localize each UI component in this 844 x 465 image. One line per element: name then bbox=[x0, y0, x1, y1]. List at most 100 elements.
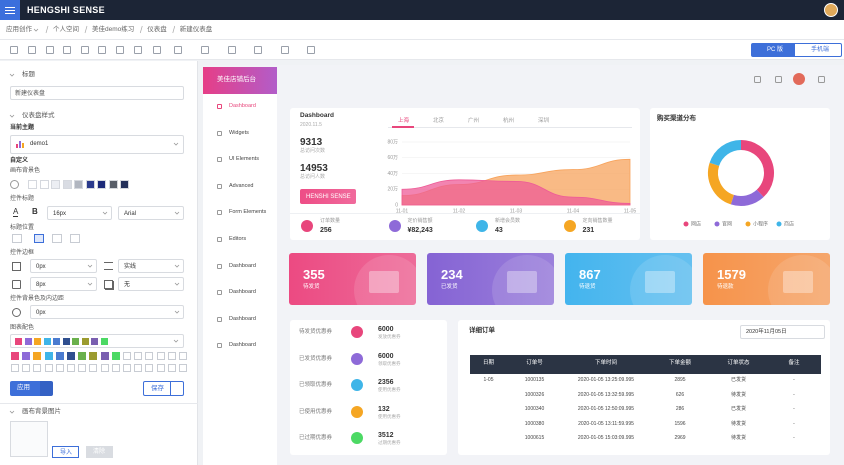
palette-slot[interactable] bbox=[179, 364, 187, 372]
palette-slot[interactable] bbox=[167, 352, 176, 360]
toolbar-icon[interactable] bbox=[28, 46, 36, 54]
align-icon[interactable] bbox=[12, 234, 22, 243]
pc-button[interactable]: PC 版 bbox=[751, 43, 794, 57]
tab[interactable]: 广州 bbox=[468, 118, 480, 124]
palette-select[interactable] bbox=[10, 334, 184, 348]
toolbar-icon[interactable] bbox=[174, 46, 182, 54]
color-swatch[interactable] bbox=[51, 180, 60, 189]
palette-slot[interactable] bbox=[55, 364, 64, 372]
save-button[interactable]: 保存 bbox=[143, 381, 171, 396]
color-swatch[interactable] bbox=[74, 180, 83, 189]
clear-button[interactable]: 清除 bbox=[86, 446, 113, 458]
color-swatch[interactable] bbox=[85, 180, 95, 189]
color-swatch[interactable] bbox=[108, 180, 118, 189]
color-swatch[interactable] bbox=[97, 180, 106, 189]
tab[interactable]: 杭州 bbox=[503, 118, 515, 124]
palette-slot[interactable] bbox=[111, 364, 120, 372]
mobile-button[interactable]: 手机端 bbox=[794, 43, 842, 57]
import-button[interactable]: 导入 bbox=[52, 446, 79, 458]
menu-item[interactable]: Editors bbox=[229, 236, 247, 242]
menu-item[interactable]: Dashboard bbox=[229, 103, 256, 109]
header-icon[interactable] bbox=[754, 76, 761, 83]
breadcrumb-item[interactable]: 仪表盘 bbox=[147, 26, 167, 33]
palette-slot[interactable] bbox=[179, 352, 187, 360]
date-picker[interactable]: 2020年11月05日 bbox=[740, 325, 825, 339]
brand-button[interactable]: HENSHI SENSE bbox=[300, 189, 356, 204]
theme-select[interactable] bbox=[10, 135, 184, 154]
palette-slot[interactable] bbox=[89, 352, 98, 360]
palette-slot[interactable] bbox=[156, 352, 165, 360]
save-dropdown[interactable] bbox=[171, 381, 184, 396]
palette-slot[interactable] bbox=[134, 352, 143, 360]
border-style-select[interactable]: 实线 bbox=[118, 259, 184, 273]
toolbar-icon[interactable] bbox=[98, 46, 106, 54]
palette-slot[interactable] bbox=[67, 364, 75, 372]
shadow-width-select[interactable]: 8px bbox=[30, 277, 97, 291]
header-icon[interactable] bbox=[775, 76, 782, 83]
color-swatch[interactable] bbox=[120, 180, 129, 189]
toolbar-icon[interactable] bbox=[201, 46, 209, 54]
tab[interactable]: 深圳 bbox=[538, 118, 550, 124]
color-swatch[interactable] bbox=[62, 180, 72, 189]
toolbar-icon[interactable] bbox=[228, 46, 236, 54]
padding-select[interactable]: 0px bbox=[30, 305, 184, 319]
tab[interactable]: 北京 bbox=[433, 118, 445, 124]
header-avatar[interactable] bbox=[793, 73, 805, 85]
user-avatar[interactable] bbox=[824, 3, 838, 17]
toolbar-icon[interactable] bbox=[153, 46, 161, 54]
border-width-select[interactable]: 0px bbox=[30, 259, 97, 273]
palette-slot[interactable] bbox=[111, 352, 120, 360]
header-icon[interactable] bbox=[818, 76, 825, 83]
palette-slot[interactable] bbox=[167, 364, 176, 372]
align-icon[interactable] bbox=[52, 234, 62, 243]
toolbar-icon[interactable] bbox=[116, 46, 124, 54]
toolbar-icon[interactable] bbox=[254, 46, 262, 54]
palette-slot[interactable] bbox=[44, 352, 53, 360]
menu-item[interactable]: Dashboard bbox=[229, 262, 256, 269]
apply-button[interactable]: 应用 bbox=[10, 381, 40, 396]
menu-item[interactable]: Dashboard bbox=[229, 289, 256, 296]
breadcrumb-item[interactable]: 个人空间 bbox=[53, 26, 79, 33]
palette-slot[interactable] bbox=[123, 352, 131, 360]
palette-slot[interactable] bbox=[44, 364, 53, 372]
palette-slot[interactable] bbox=[156, 364, 165, 372]
align-icon[interactable] bbox=[70, 234, 80, 243]
apply-dropdown[interactable] bbox=[40, 381, 53, 396]
font-size-select[interactable]: 16px bbox=[47, 206, 112, 220]
breadcrumb-item[interactable]: 美佳demo练习 bbox=[92, 26, 135, 33]
menu-item[interactable]: Dashboard bbox=[229, 342, 256, 349]
bold-button[interactable]: B bbox=[32, 207, 38, 216]
palette-slot[interactable] bbox=[134, 364, 143, 372]
color-swatch[interactable] bbox=[28, 180, 37, 189]
title-input[interactable]: 新建仪表盘 bbox=[10, 86, 184, 100]
toolbar-icon[interactable] bbox=[81, 46, 89, 54]
menu-item[interactable]: UI Elements bbox=[229, 156, 259, 163]
palette-slot[interactable] bbox=[11, 352, 19, 360]
menu-item[interactable]: Dashboard bbox=[229, 315, 256, 322]
shadow-style-select[interactable]: 无 bbox=[118, 277, 184, 291]
toolbar-icon[interactable] bbox=[63, 46, 71, 54]
color-swatch[interactable] bbox=[39, 180, 49, 189]
palette-slot[interactable] bbox=[22, 352, 31, 360]
palette-slot[interactable] bbox=[145, 364, 154, 372]
menu-item[interactable]: Widgets bbox=[229, 129, 249, 136]
palette-slot[interactable] bbox=[145, 352, 154, 360]
breadcrumb-item[interactable]: 新建仪表盘 bbox=[179, 26, 213, 33]
toolbar-icon[interactable] bbox=[10, 46, 18, 54]
palette-slot[interactable] bbox=[33, 352, 42, 360]
palette-slot[interactable] bbox=[100, 364, 109, 372]
menu-item[interactable]: Advanced bbox=[229, 182, 254, 189]
palette-slot[interactable] bbox=[11, 364, 19, 372]
font-family-select[interactable]: Arial bbox=[118, 206, 184, 220]
toolbar-icon[interactable] bbox=[281, 46, 289, 54]
palette-slot[interactable] bbox=[78, 352, 87, 360]
palette-slot[interactable] bbox=[33, 364, 42, 372]
palette-slot[interactable] bbox=[22, 364, 31, 372]
menu-item[interactable]: Form Elements bbox=[229, 209, 267, 216]
toolbar-icon[interactable] bbox=[307, 46, 315, 54]
breadcrumb-item[interactable]: 应用创作 bbox=[6, 26, 32, 33]
palette-slot[interactable] bbox=[78, 364, 87, 372]
palette-slot[interactable] bbox=[123, 364, 131, 372]
tab[interactable]: 上海 bbox=[398, 118, 410, 124]
palette-slot[interactable] bbox=[100, 352, 109, 360]
